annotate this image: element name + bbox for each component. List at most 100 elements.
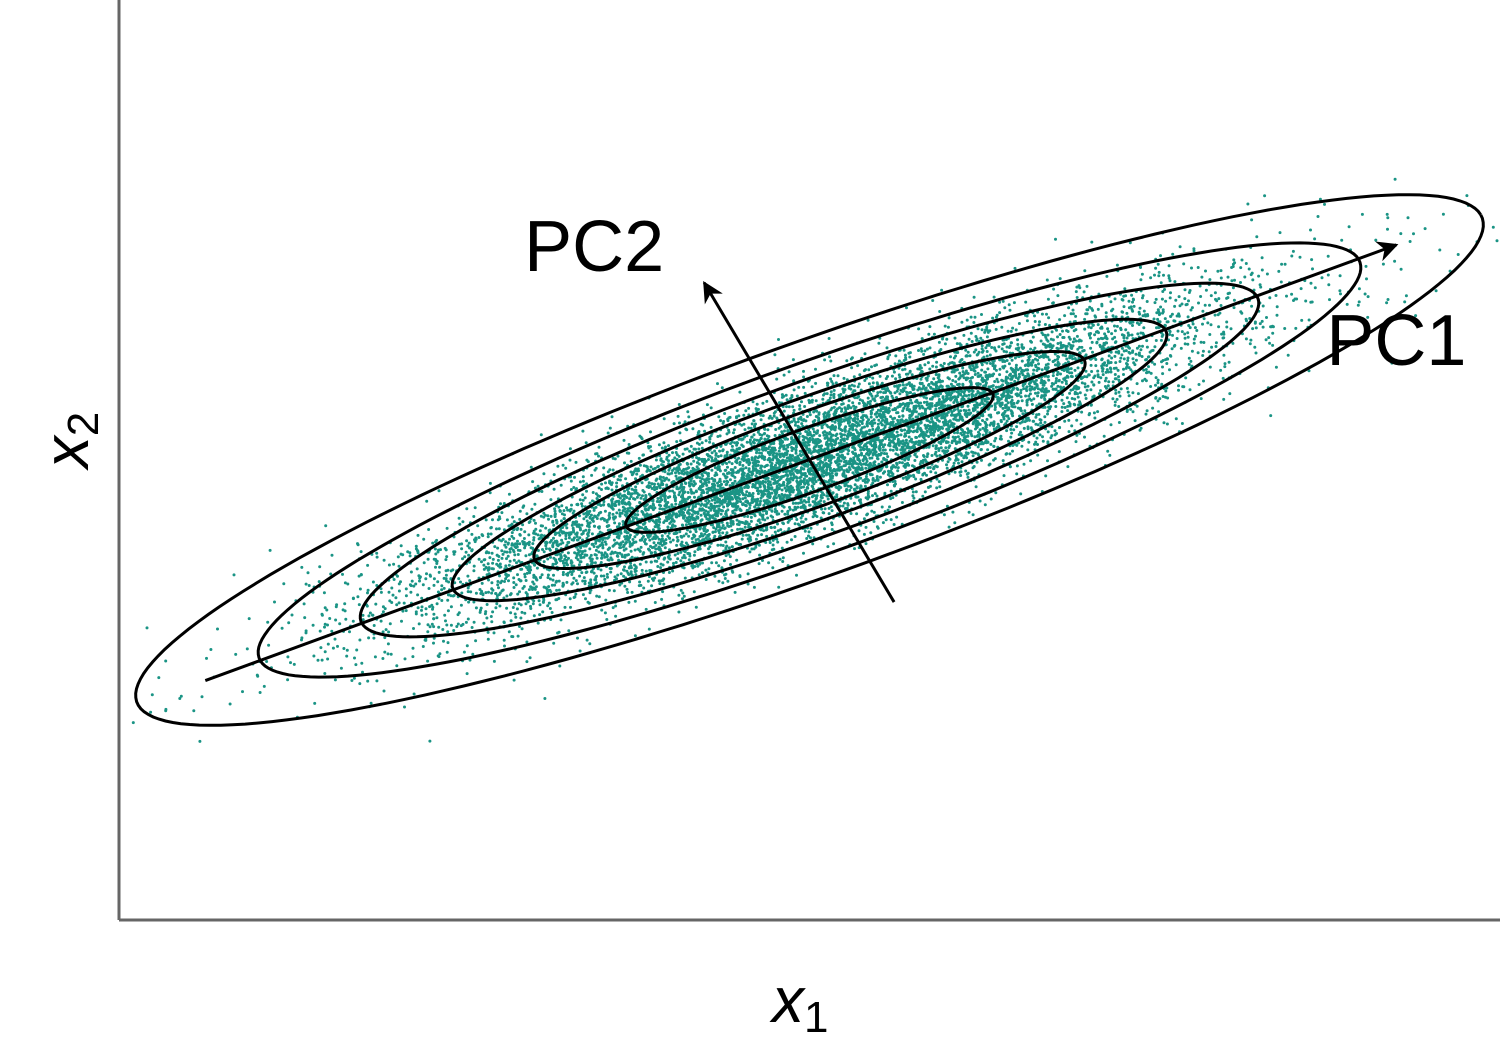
scatter-point <box>374 602 378 606</box>
scatter-point <box>625 587 629 591</box>
scatter-point <box>474 591 478 595</box>
scatter-point <box>781 556 785 560</box>
scatter-point <box>403 705 406 709</box>
scatter-point <box>1083 385 1087 389</box>
scatter-point <box>958 371 962 375</box>
scatter-point <box>880 381 884 385</box>
scatter-point <box>623 461 626 465</box>
scatter-point <box>756 519 760 523</box>
scatter-point <box>538 529 542 533</box>
scatter-point <box>1038 433 1042 437</box>
scatter-point <box>534 521 537 525</box>
scatter-point <box>1145 300 1149 303</box>
scatter-point <box>692 480 696 483</box>
scatter-point <box>938 310 942 313</box>
scatter-point <box>991 316 995 320</box>
scatter-point <box>282 582 286 586</box>
scatter-point <box>883 448 887 452</box>
scatter-point <box>923 349 927 353</box>
scatter-point <box>716 435 720 438</box>
scatter-point <box>998 373 1002 377</box>
scatter-point <box>733 466 737 469</box>
scatter-point <box>574 460 578 464</box>
scatter-point <box>508 547 512 551</box>
scatter-point <box>432 625 436 629</box>
scatter-point <box>999 419 1003 422</box>
scatter-point <box>730 444 734 448</box>
scatter-point <box>456 622 460 626</box>
scatter-point <box>1074 384 1078 388</box>
scatter-point <box>716 382 719 386</box>
scatter-point <box>947 525 951 529</box>
scatter-point <box>1072 337 1076 341</box>
scatter-point <box>565 506 568 510</box>
scatter-point <box>1008 452 1012 456</box>
scatter-point <box>786 512 790 516</box>
scatter-point <box>1091 323 1095 327</box>
scatter-point <box>794 501 798 505</box>
scatter-point <box>973 315 977 319</box>
scatter-point <box>516 526 520 530</box>
scatter-point <box>689 462 693 466</box>
scatter-point <box>864 462 868 466</box>
scatter-point <box>524 579 528 582</box>
scatter-point <box>1015 387 1019 390</box>
scatter-point <box>576 636 579 640</box>
scatter-point <box>681 556 685 560</box>
scatter-point <box>549 514 553 518</box>
scatter-point <box>1198 284 1202 288</box>
scatter-point <box>1067 418 1071 422</box>
scatter-point <box>530 507 534 511</box>
scatter-point <box>889 415 893 419</box>
scatter-point <box>771 543 775 547</box>
scatter-point <box>411 646 415 650</box>
scatter-point <box>732 428 736 432</box>
scatter-point <box>1164 299 1168 303</box>
scatter-point <box>934 444 938 448</box>
scatter-point <box>694 538 698 542</box>
scatter-point <box>674 474 678 478</box>
scatter-point <box>987 413 991 417</box>
scatter-point <box>713 534 717 538</box>
scatter-point <box>608 426 612 430</box>
scatter-point <box>693 495 696 499</box>
scatter-point <box>537 599 541 603</box>
scatter-point <box>1381 262 1385 266</box>
scatter-point <box>1278 231 1282 235</box>
scatter-point <box>1057 450 1061 454</box>
scatter-point <box>709 425 713 429</box>
scatter-point <box>627 600 631 604</box>
scatter-point <box>1093 416 1097 420</box>
scatter-point <box>1326 254 1330 258</box>
scatter-point <box>891 417 895 421</box>
scatter-point <box>721 531 725 535</box>
scatter-point <box>756 533 760 537</box>
scatter-point <box>632 497 635 501</box>
scatter-point <box>490 567 494 571</box>
scatter-point <box>842 464 846 468</box>
scatter-point <box>597 525 600 529</box>
scatter-point <box>744 466 748 470</box>
scatter-point <box>1192 247 1196 251</box>
scatter-point <box>967 337 971 341</box>
scatter-point <box>809 536 812 540</box>
scatter-point <box>966 471 970 475</box>
scatter-point <box>597 454 600 458</box>
scatter-point <box>1168 368 1171 372</box>
scatter-point <box>973 451 977 455</box>
scatter-point <box>507 492 511 496</box>
scatter-point <box>822 493 826 497</box>
scatter-point <box>490 551 494 555</box>
scatter-point <box>524 602 528 606</box>
scatter-point <box>440 584 444 588</box>
scatter-point <box>704 578 708 581</box>
scatter-point <box>581 493 585 497</box>
scatter-point <box>1028 392 1032 396</box>
scatter-point <box>461 557 464 561</box>
scatter-point <box>1309 228 1312 232</box>
scatter-point <box>660 597 664 601</box>
scatter-point <box>1191 322 1195 326</box>
scatter-point <box>605 618 609 621</box>
scatter-point <box>689 488 693 492</box>
scatter-point <box>1054 400 1058 404</box>
